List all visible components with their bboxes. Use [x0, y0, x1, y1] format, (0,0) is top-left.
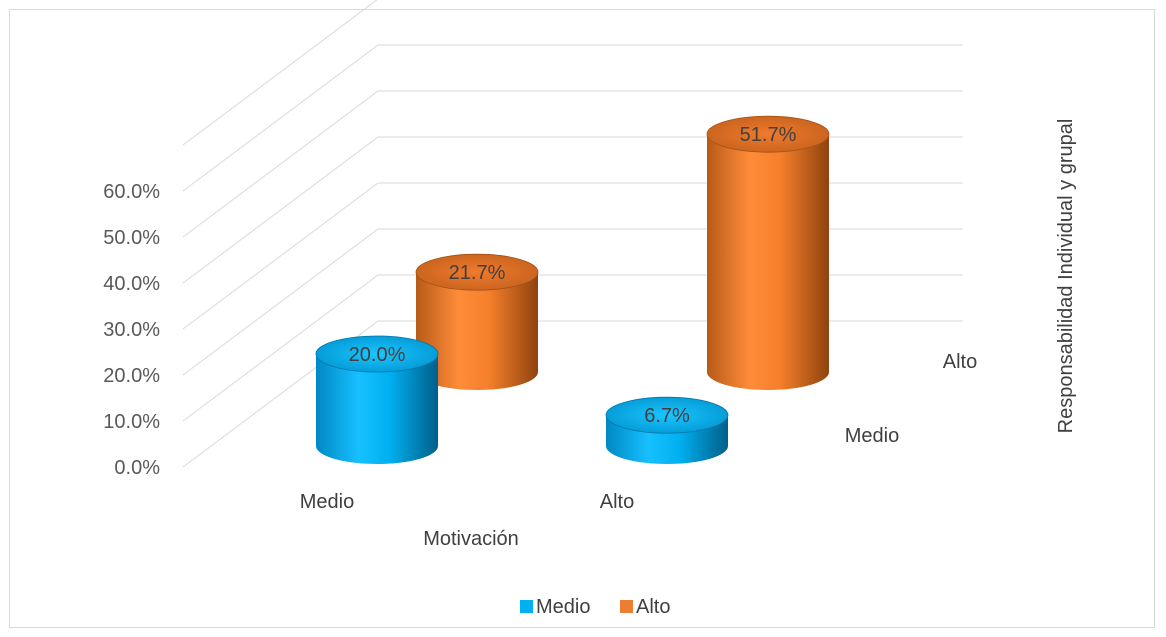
gridline-side [182, 136, 379, 284]
data-label: 51.7% [740, 124, 797, 146]
bars [315, 115, 830, 464]
y-tick-label: 60.0% [103, 181, 160, 203]
bar-medio-alto [605, 396, 729, 464]
gridline-side [182, 44, 379, 192]
bar-medio-medio [315, 335, 439, 464]
depth-axis-title: Responsabilidad Individual y grupal [1055, 119, 1077, 434]
bar-top [605, 396, 729, 434]
legend: Medio Alto [520, 596, 670, 618]
gridline-side [182, 0, 378, 146]
legend-label-alto: Alto [636, 596, 670, 618]
depth-label-medio: Medio [845, 425, 899, 447]
bar-top [415, 253, 539, 291]
data-labels: 21.7% 51.7% 20.0% 6.7% [349, 124, 797, 427]
bar-alto-medio [415, 253, 539, 390]
x-category-label-medio: Medio [300, 491, 354, 513]
data-label: 21.7% [449, 262, 506, 284]
y-tick-label: 30.0% [103, 319, 160, 341]
legend-swatch-medio [520, 600, 533, 613]
y-tick-label: 10.0% [103, 411, 160, 433]
gridline-side [182, 274, 379, 422]
chart-frame [9, 9, 1155, 628]
data-label: 20.0% [349, 344, 406, 366]
x-category-label-alto: Alto [600, 491, 634, 513]
gridline-side [182, 228, 379, 376]
bar-alto-alto [706, 115, 830, 390]
y-axis-ticks: 0.0% 10.0% 20.0% 30.0% 40.0% 50.0% 60.0% [103, 181, 160, 479]
legend-swatch-alto [620, 600, 633, 613]
bar-top [706, 115, 830, 153]
y-tick-label: 40.0% [103, 273, 160, 295]
x-axis-title: Motivación [423, 528, 519, 550]
gridline-side [182, 182, 379, 330]
bar-body [316, 354, 438, 464]
legend-label-medio: Medio [536, 596, 590, 618]
y-tick-label: 20.0% [103, 365, 160, 387]
gridlines [182, 0, 963, 468]
data-label: 6.7% [644, 405, 690, 427]
bar-body [707, 134, 829, 390]
y-tick-label: 0.0% [114, 457, 160, 479]
depth-label-alto: Alto [943, 351, 977, 373]
bar-top [315, 335, 439, 373]
bar-body [416, 272, 538, 390]
gridline-side [182, 90, 379, 238]
y-tick-label: 50.0% [103, 227, 160, 249]
